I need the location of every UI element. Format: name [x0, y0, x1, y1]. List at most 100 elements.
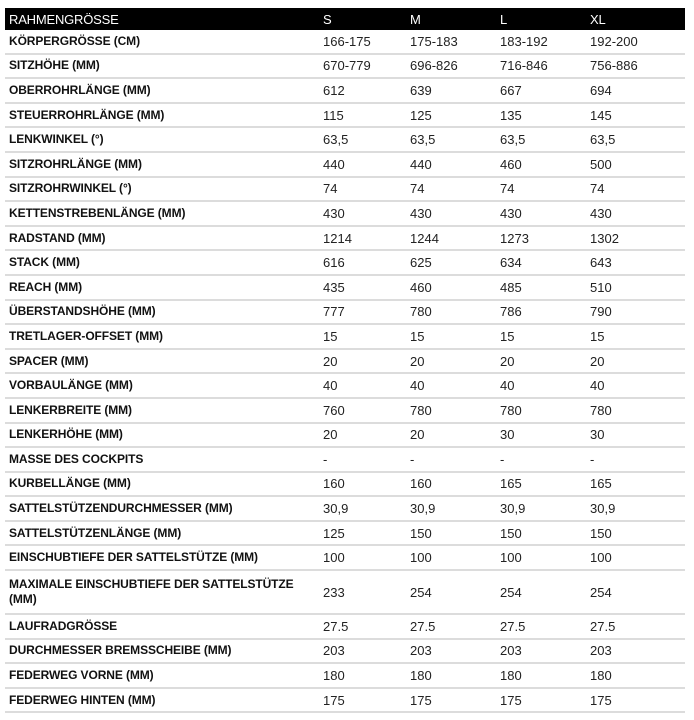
cell-value: 1273 [496, 225, 586, 252]
cell-value: 15 [319, 324, 406, 350]
cell-value: 40 [319, 373, 406, 399]
row-label: ÜBERSTANDSHÖHE (MM) [5, 299, 319, 326]
cell-value: 1214 [319, 225, 406, 252]
cell-value: 40 [496, 373, 586, 399]
cell-value: 20 [319, 348, 406, 375]
cell-value: 145 [586, 102, 685, 129]
cell-value: 254 [406, 570, 496, 616]
table-row: LENKWINKEL (°) 63,5 63,5 63,5 63,5 [5, 127, 685, 153]
row-label: VORBAULÄNGE (MM) [5, 373, 319, 399]
cell-value: 15 [496, 324, 586, 350]
table-row: RADSTAND (MM) 1214 1244 1273 1302 [5, 225, 685, 252]
cell-value: 150 [496, 520, 586, 547]
cell-value: 20 [406, 422, 496, 449]
cell-value: 760 [319, 397, 406, 424]
cell-value: 100 [496, 545, 586, 572]
cell-value: 780 [496, 397, 586, 424]
row-label: DURCHMESSER BREMSSCHEIBE (MM) [5, 638, 319, 665]
cell-value: 790 [586, 299, 685, 326]
cell-value: 150 [586, 520, 685, 547]
cell-value: 716-846 [496, 53, 586, 80]
cell-value: 15 [586, 324, 685, 350]
cell-value: - [586, 447, 685, 473]
cell-value: 1302 [586, 225, 685, 252]
cell-value: 634 [496, 250, 586, 276]
cell-value: 74 [319, 176, 406, 203]
row-label: SATTELSTÜTZENLÄNGE (MM) [5, 520, 319, 547]
cell-value: 63,5 [496, 127, 586, 153]
table-header: RAHMENGRÖSSE S M L XL [5, 8, 685, 30]
cell-value: 125 [319, 520, 406, 547]
cell-value: - [496, 447, 586, 473]
row-label: TRETLAGER-OFFSET (MM) [5, 324, 319, 350]
cell-value: 694 [586, 78, 685, 104]
cell-value: 780 [586, 397, 685, 424]
cell-value: 670-779 [319, 53, 406, 80]
row-label: MASSE DES COCKPITS [5, 447, 319, 473]
table-row: LENKERBREITE (MM) 760 780 780 780 [5, 397, 685, 424]
row-label: FEDERWEG HINTEN (MM) [5, 687, 319, 714]
cell-value: 430 [319, 201, 406, 227]
cell-value: 27.5 [406, 614, 496, 640]
cell-value: 175-183 [406, 30, 496, 55]
header-size-m: M [406, 8, 496, 30]
table-row: SATTELSTÜTZENLÄNGE (MM) 125 150 150 150 [5, 520, 685, 547]
table-row: SITZHÖHE (MM) 670-779 696-826 716-846 756-88… [5, 53, 685, 80]
cell-value: 165 [586, 471, 685, 498]
cell-value: 643 [586, 250, 685, 276]
header-size-s: S [319, 8, 406, 30]
row-label: LENKWINKEL (°) [5, 127, 319, 153]
cell-value: 180 [496, 663, 586, 689]
cell-value: 254 [586, 570, 685, 616]
cell-value: 20 [586, 348, 685, 375]
table-row: REACH (MM) 435 460 485 510 [5, 274, 685, 301]
cell-value: 616 [319, 250, 406, 276]
cell-value: 254 [496, 570, 586, 616]
table-row: MASSE DES COCKPITS - - - - [5, 447, 685, 473]
cell-value: 100 [406, 545, 496, 572]
table-row: DURCHMESSER BREMSSCHEIBE (MM) 203 203 203 20… [5, 638, 685, 665]
cell-value: 63,5 [406, 127, 496, 153]
row-label: REACH (MM) [5, 274, 319, 301]
cell-value: 180 [406, 663, 496, 689]
cell-value: 612 [319, 78, 406, 104]
cell-value: 165 [496, 471, 586, 498]
cell-value: 696-826 [406, 53, 496, 80]
cell-value: 233 [319, 570, 406, 616]
table-body: KÖRPERGRÖSSE (CM) 166-175 175-183 183-192 19… [5, 30, 685, 714]
cell-value: 192-200 [586, 30, 685, 55]
cell-value: 160 [406, 471, 496, 498]
table-row: STEUERROHRLÄNGE (MM) 115 125 135 145 [5, 102, 685, 129]
table-row: SATTELSTÜTZENDURCHMESSER (MM) 30,9 30,9 30,… [5, 496, 685, 522]
cell-value: 430 [586, 201, 685, 227]
cell-value: 20 [496, 348, 586, 375]
cell-value: 150 [406, 520, 496, 547]
cell-value: 777 [319, 299, 406, 326]
header-size-l: L [496, 8, 586, 30]
row-label: KETTENSTREBENLÄNGE (MM) [5, 201, 319, 227]
cell-value: - [406, 447, 496, 473]
table-row: SPACER (MM) 20 20 20 20 [5, 348, 685, 375]
cell-value: 175 [496, 687, 586, 714]
cell-value: 100 [586, 545, 685, 572]
cell-value: 74 [496, 176, 586, 203]
table-row: LENKERHÖHE (MM) 20 20 30 30 [5, 422, 685, 449]
row-label: FEDERWEG VORNE (MM) [5, 663, 319, 689]
table-row: SITZROHRLÄNGE (MM) 440 440 460 500 [5, 151, 685, 178]
table-row: KÖRPERGRÖSSE (CM) 166-175 175-183 183-192 19… [5, 30, 685, 55]
row-label: OBERROHRLÄNGE (MM) [5, 78, 319, 104]
cell-value: 135 [496, 102, 586, 129]
cell-value: - [319, 447, 406, 473]
cell-value: 27.5 [496, 614, 586, 640]
table-row: TRETLAGER-OFFSET (MM) 15 15 15 15 [5, 324, 685, 350]
cell-value: 430 [406, 201, 496, 227]
row-label: LAUFRADGRÖSSE [5, 614, 319, 640]
cell-value: 485 [496, 274, 586, 301]
cell-value: 20 [406, 348, 496, 375]
table-row: FEDERWEG VORNE (MM) 180 180 180 180 [5, 663, 685, 689]
row-label: SATTELSTÜTZENDURCHMESSER (MM) [5, 496, 319, 522]
cell-value: 1244 [406, 225, 496, 252]
table-row: KETTENSTREBENLÄNGE (MM) 430 430 430 430 [5, 201, 685, 227]
cell-value: 115 [319, 102, 406, 129]
table-row: SITZROHRWINKEL (°) 74 74 74 74 [5, 176, 685, 203]
